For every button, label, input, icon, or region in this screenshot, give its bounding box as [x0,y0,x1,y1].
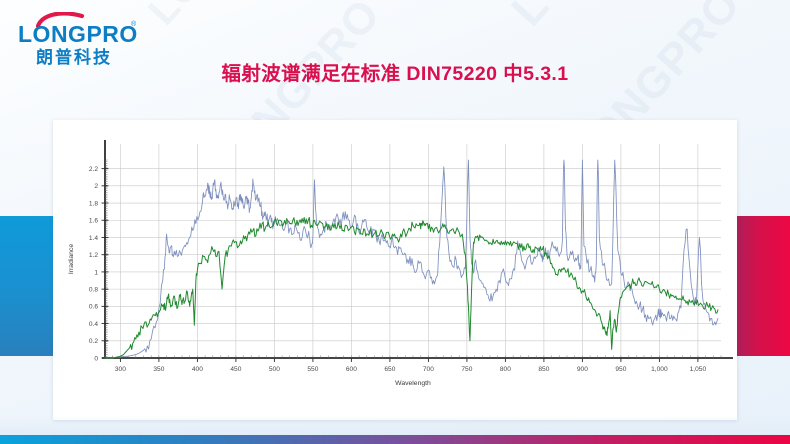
y-tick-label: 1 [94,269,98,276]
x-tick-label: 450 [230,366,241,373]
x-tick-label: 800 [500,366,511,373]
x-tick-label: 400 [192,366,203,373]
y-tick-label: 0.8 [89,287,98,294]
spectrum-chart: 0 0.2 0.4 0.6 0.8 1 1.2 1.4 1.6 1.8 2 2.2 300 350 400 4… [53,120,737,420]
watermark: LONGPRO [140,0,313,34]
bottom-gradient-bar [0,435,790,444]
y-tick-label: 2 [94,183,98,190]
y-tick-label: 1.2 [89,252,98,259]
left-accent-block [0,216,53,356]
logo-text-cn: 朗普科技 [36,48,112,67]
x-axis-title: Wavelength [395,380,431,387]
chart-line-reference [104,216,719,359]
x-tick-label: 1,000 [651,366,668,373]
x-tick-label: 600 [346,366,357,373]
x-tick-label: 300 [115,366,126,373]
chart-axes [101,140,733,362]
content-panel: 0 0.2 0.4 0.6 0.8 1 1.2 1.4 1.6 1.8 2 2.2 300 350 400 4… [53,120,737,420]
chart-line-lamp [104,159,719,359]
x-tick-label: 950 [615,366,626,373]
x-tick-label: 750 [461,366,472,373]
bottom-sheen [0,415,790,435]
chart-series-group [104,159,719,359]
y-axis-title: Irradiance [68,244,75,274]
y-tick-label: 0 [94,355,98,362]
y-tick-label: 0.2 [89,338,98,345]
y-tick-label: 1.8 [89,200,98,207]
logo-text-en: LONGPRO [18,21,138,47]
y-tick-label: 1.4 [89,235,98,242]
logo-swoosh-icon [36,12,86,28]
y-tick-label: 0.4 [89,321,98,328]
x-tick-label: 1,050 [690,366,707,373]
chart-svg: 0 0.2 0.4 0.6 0.8 1 1.2 1.4 1.6 1.8 2 2.2 300 350 400 4… [68,140,733,387]
x-tick-label: 550 [307,366,318,373]
x-tick-label: 900 [577,366,588,373]
x-tick-label: 700 [423,366,434,373]
right-accent-block [733,216,790,356]
x-tick-label: 500 [269,366,280,373]
x-tick-label: 850 [538,366,549,373]
y-tick-label: 1.6 [89,218,98,225]
logo-registered-mark: ® [131,21,137,28]
slide-title: 辐射波谱满足在标准 DIN75220 中5.3.1 [221,63,569,85]
x-tick-label: 650 [384,366,395,373]
x-tick-label: 350 [153,366,164,373]
y-tick-label: 2.2 [89,166,98,173]
y-tick-label: 0.6 [89,304,98,311]
chart-gridlines [105,144,721,358]
brand-logo: LONGPRO ® 朗普科技 [18,12,150,67]
watermark: LONGPRO [500,0,700,36]
chart-tick-labels: 0 0.2 0.4 0.6 0.8 1 1.2 1.4 1.6 1.8 2 2.2 300 350 400 4… [68,166,706,387]
